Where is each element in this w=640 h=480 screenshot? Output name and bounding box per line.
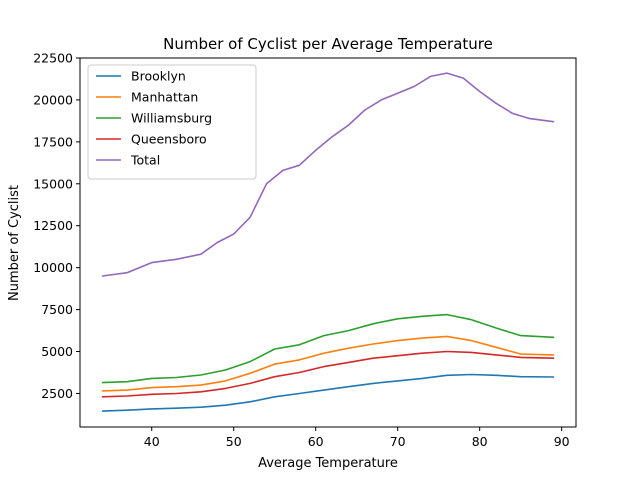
y-tick-label: 22500 — [33, 51, 73, 66]
series-lines — [101, 72, 555, 412]
legend-label: Total — [130, 153, 160, 168]
series-line-queensboro — [101, 350, 555, 398]
y-tick-label: 15000 — [33, 176, 73, 191]
x-tick-label: 40 — [144, 434, 160, 449]
y-tick-label: 7500 — [41, 302, 73, 317]
legend-label: Manhattan — [131, 90, 198, 105]
x-axis: 40 50 60 70 80 90 — [144, 427, 570, 449]
plot-frame — [79, 57, 577, 428]
y-tick-label: 20000 — [33, 92, 73, 107]
x-tick-label: 90 — [554, 434, 570, 449]
x-tick-label: 80 — [472, 434, 488, 449]
legend-box — [87, 64, 257, 180]
series-line-williamsburg — [101, 313, 555, 384]
y-tick-label: 17500 — [33, 134, 73, 149]
y-tick-label: 12500 — [33, 218, 73, 233]
legend: Brooklyn Manhattan Williamsburg Queensboro T… — [87, 64, 257, 180]
y-tick-label: 2500 — [41, 386, 73, 401]
series-line-brooklyn — [101, 373, 555, 412]
y-tick-label: 5000 — [41, 344, 73, 359]
series-line-manhattan — [101, 335, 555, 392]
y-axis-title: Number of Cyclist — [7, 185, 22, 301]
legend-label: Queensboro — [131, 132, 207, 147]
x-tick-label: 50 — [226, 434, 242, 449]
series-line-total — [101, 72, 555, 277]
legend-label: Brooklyn — [131, 69, 186, 84]
y-axis: 2500 5000 7500 10000 12500 15000 17500 20000 225… — [33, 51, 80, 401]
y-tick-label: 10000 — [33, 260, 73, 275]
chart-title: Number of Cyclist per Average Temperatur… — [163, 35, 493, 53]
x-tick-label: 60 — [308, 434, 324, 449]
x-tick-label: 70 — [390, 434, 406, 449]
legend-label: Williamsburg — [131, 111, 212, 126]
x-axis-title: Average Temperature — [258, 456, 398, 471]
